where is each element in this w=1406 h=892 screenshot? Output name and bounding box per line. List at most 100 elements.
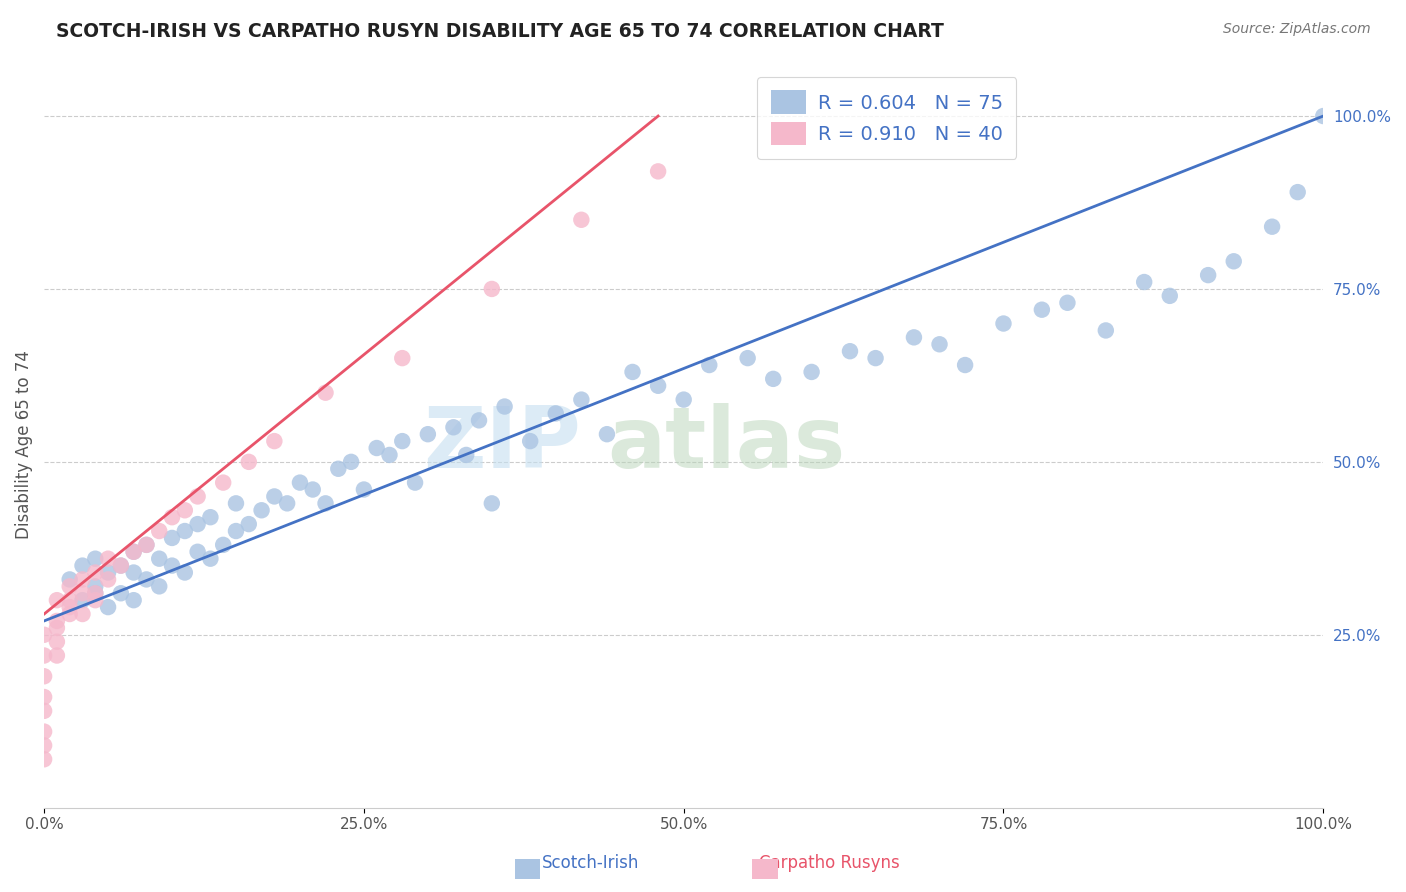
Point: [1286, 185, 1309, 199]
Point: [84, 593, 107, 607]
Point: [110, 558, 132, 573]
Point: [839, 344, 862, 359]
Point: [1197, 268, 1219, 282]
Point: [32, 628, 55, 642]
Point: [366, 441, 388, 455]
Point: [135, 573, 157, 587]
Point: [443, 420, 465, 434]
Point: [404, 475, 426, 490]
Text: atlas: atlas: [607, 403, 845, 486]
Point: [200, 551, 222, 566]
Point: [148, 579, 170, 593]
Point: [148, 551, 170, 566]
Point: [84, 551, 107, 566]
Point: [697, 358, 720, 372]
Point: [72, 573, 94, 587]
Point: [468, 413, 491, 427]
Point: [110, 558, 132, 573]
Point: [187, 517, 209, 532]
Point: [1261, 219, 1284, 234]
Point: [737, 351, 759, 365]
Point: [315, 385, 337, 400]
Y-axis label: Disability Age 65 to 74: Disability Age 65 to 74: [15, 351, 32, 539]
Point: [45, 593, 67, 607]
Point: [263, 490, 285, 504]
Point: [212, 475, 235, 490]
Point: [315, 496, 337, 510]
Point: [391, 434, 413, 449]
Point: [72, 558, 94, 573]
Point: [187, 490, 209, 504]
Point: [378, 448, 401, 462]
Point: [288, 475, 311, 490]
Point: [32, 739, 55, 753]
Point: [72, 607, 94, 621]
Point: [328, 462, 350, 476]
Point: [250, 503, 273, 517]
Point: [569, 392, 592, 407]
Point: [225, 496, 247, 510]
Point: [84, 586, 107, 600]
Point: [84, 586, 107, 600]
Point: [173, 503, 195, 517]
Point: [59, 607, 82, 621]
Point: [353, 483, 375, 497]
Point: [416, 427, 439, 442]
Point: [212, 538, 235, 552]
Point: [481, 496, 503, 510]
Text: ZIP: ZIP: [423, 403, 581, 486]
Text: SCOTCH-IRISH VS CARPATHO RUSYN DISABILITY AGE 65 TO 74 CORRELATION CHART: SCOTCH-IRISH VS CARPATHO RUSYN DISABILIT…: [56, 22, 943, 41]
Point: [391, 351, 413, 365]
Point: [1159, 289, 1181, 303]
Point: [32, 724, 55, 739]
Point: [135, 538, 157, 552]
Point: [45, 621, 67, 635]
Point: [59, 573, 82, 587]
Point: [59, 579, 82, 593]
Point: [456, 448, 478, 462]
Point: [1031, 302, 1053, 317]
Text: Carpatho Rusyns: Carpatho Rusyns: [759, 855, 900, 872]
Point: [72, 593, 94, 607]
Point: [544, 407, 567, 421]
Point: [263, 434, 285, 449]
Point: [122, 545, 145, 559]
Point: [173, 566, 195, 580]
Point: [1056, 295, 1078, 310]
Point: [672, 392, 695, 407]
Point: [45, 648, 67, 663]
Point: [647, 378, 669, 392]
Point: [569, 212, 592, 227]
Point: [200, 510, 222, 524]
Point: [800, 365, 823, 379]
Point: [32, 648, 55, 663]
Point: [59, 600, 82, 615]
Legend: R = 0.604   N = 75, R = 0.910   N = 40: R = 0.604 N = 75, R = 0.910 N = 40: [758, 77, 1017, 159]
Text: Source: ZipAtlas.com: Source: ZipAtlas.com: [1223, 22, 1371, 37]
Point: [160, 510, 183, 524]
Point: [32, 669, 55, 683]
Point: [865, 351, 887, 365]
Point: [993, 317, 1015, 331]
Point: [45, 614, 67, 628]
Point: [928, 337, 950, 351]
Point: [97, 566, 120, 580]
Point: [173, 524, 195, 538]
Point: [45, 634, 67, 648]
Point: [1095, 323, 1118, 337]
Point: [187, 545, 209, 559]
Point: [135, 538, 157, 552]
Point: [148, 524, 170, 538]
Point: [160, 558, 183, 573]
Point: [494, 400, 516, 414]
Point: [225, 524, 247, 538]
Point: [84, 579, 107, 593]
Point: [32, 690, 55, 704]
Point: [72, 586, 94, 600]
Text: Scotch-Irish: Scotch-Irish: [541, 855, 640, 872]
Point: [1133, 275, 1156, 289]
Point: [84, 566, 107, 580]
Point: [519, 434, 541, 449]
Point: [160, 531, 183, 545]
Point: [97, 600, 120, 615]
